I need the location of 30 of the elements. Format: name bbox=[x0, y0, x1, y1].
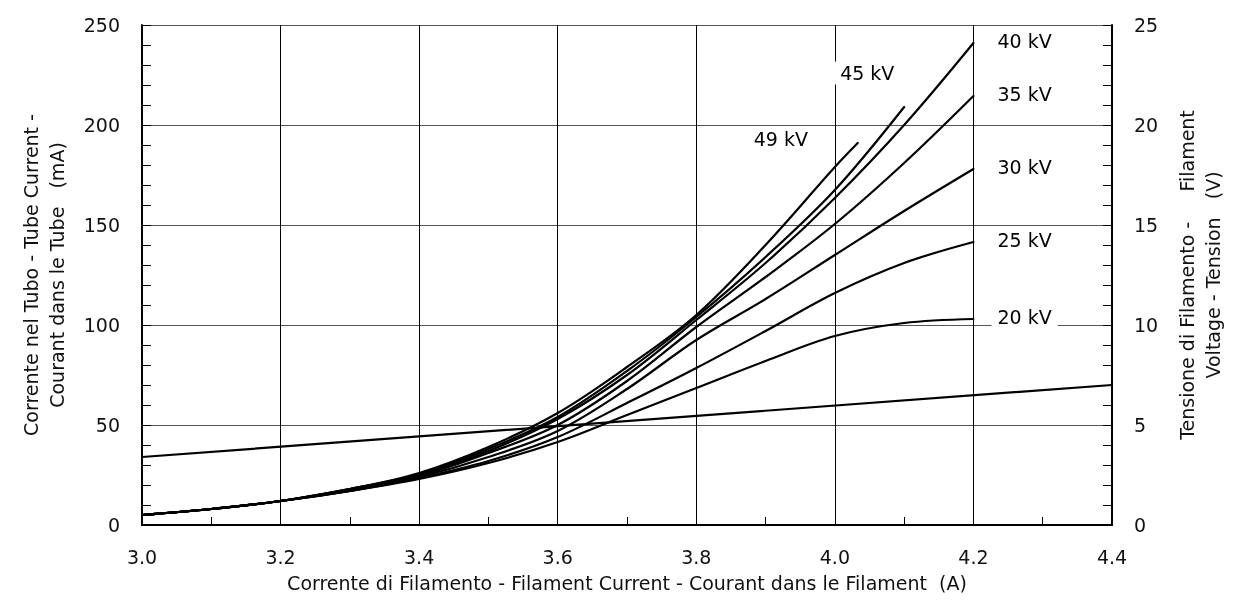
series-label: 35 kV bbox=[997, 83, 1052, 105]
x-tick-label: 4.0 bbox=[819, 545, 850, 568]
y2-tick-label: 5 bbox=[1134, 414, 1147, 436]
y-tick-label: 150 bbox=[83, 214, 120, 236]
series-label: 49 kV bbox=[753, 128, 808, 150]
series-label: 45 kV bbox=[840, 62, 895, 84]
series-label: 40 kV bbox=[997, 30, 1052, 52]
x-tick-label: 3.6 bbox=[542, 545, 573, 568]
y2-tick-label: 25 bbox=[1134, 14, 1159, 36]
series-label: 20 kV bbox=[997, 306, 1052, 328]
y2-axis-title: Tensione di Filamento - Filament Voltage - Tension (V) bbox=[1176, 110, 1224, 441]
x-tick-label: 4.2 bbox=[958, 545, 989, 568]
x-tick-label: 3.0 bbox=[126, 545, 158, 568]
series-label: 25 kV bbox=[997, 229, 1052, 251]
y2-tick-label: 10 bbox=[1134, 314, 1159, 336]
y-axis-title: Corrente nel Tubo - Tube Current - Courant dans le Tube (mA) bbox=[20, 114, 68, 436]
y2-tick-label: 15 bbox=[1134, 214, 1159, 236]
series-label: 30 kV bbox=[997, 156, 1052, 178]
x-tick-label: 3.4 bbox=[404, 545, 435, 568]
y2-tick-label: 20 bbox=[1134, 114, 1159, 136]
y-tick-label: 200 bbox=[83, 114, 120, 136]
x-tick-label: 4.4 bbox=[1096, 545, 1128, 568]
x-tick-label: 3.8 bbox=[681, 545, 712, 568]
x-tick-label: 3.2 bbox=[265, 545, 296, 568]
y-tick-label: 50 bbox=[95, 414, 120, 436]
y-tick-label: 0 bbox=[107, 514, 120, 536]
y-tick-label: 100 bbox=[83, 314, 120, 336]
x-axis-title: Corrente di Filamento - Filament Current - Courant dans le Filament (A) bbox=[287, 571, 967, 594]
y2-tick-label: 0 bbox=[1134, 514, 1147, 536]
y-tick-label: 250 bbox=[83, 14, 120, 36]
